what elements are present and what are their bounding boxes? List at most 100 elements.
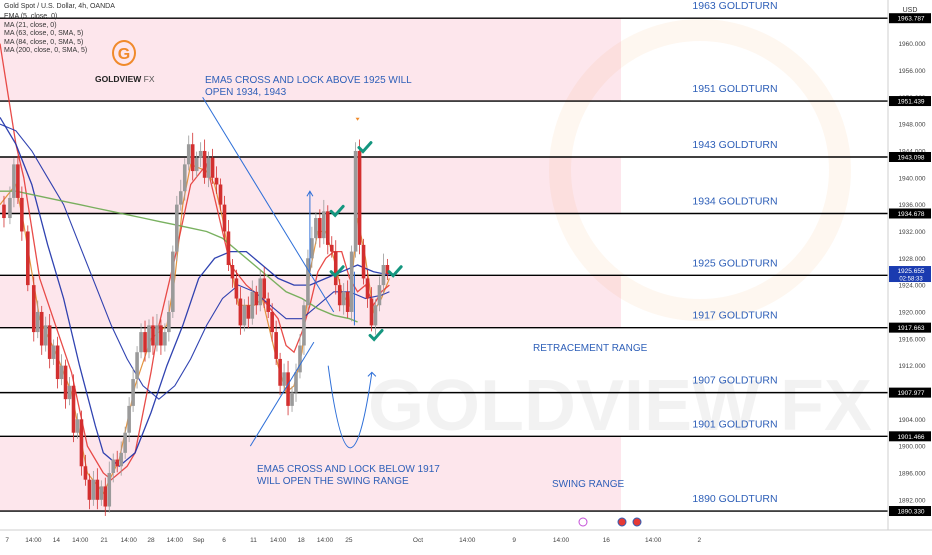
checkmark-icon-2 <box>329 265 345 278</box>
candle-body <box>262 278 267 299</box>
level-price-tag-text: 1890.330 <box>897 509 924 516</box>
candle-body <box>218 184 223 205</box>
price-tick-label: 1924.000 <box>898 283 925 290</box>
indicator-ma63-label[interactable]: MA (63, close, 0, SMA, 5) <box>4 30 84 37</box>
time-tick-label: 14:00 <box>270 537 287 544</box>
level-price-tag-text: 1951.439 <box>897 99 924 106</box>
candle-body <box>250 291 255 319</box>
candle-body <box>373 305 378 326</box>
candle-body <box>91 479 96 500</box>
time-tick-label: 14:00 <box>25 537 42 544</box>
candle-body <box>115 459 120 467</box>
candle-body <box>210 157 215 178</box>
candle-body <box>214 177 219 185</box>
price-tick-label: 1936.000 <box>898 202 925 209</box>
candle-body <box>39 311 44 346</box>
candle-body <box>341 291 346 306</box>
candle-body <box>226 231 231 265</box>
level-price-tag-text: 1963.787 <box>897 16 924 23</box>
time-axis-bg <box>0 530 932 550</box>
logo-brand: GOLDVIEW <box>95 74 142 84</box>
price-tick-label: 1900.000 <box>898 444 925 451</box>
price-tick-label: 1896.000 <box>898 470 925 477</box>
level-price-tag <box>889 208 931 219</box>
time-tick-label: 14 <box>53 537 61 544</box>
candle-body <box>43 325 48 346</box>
annotation-ema5-above-line-1: OPEN 1934, 1943 <box>205 87 287 98</box>
candle-body <box>111 459 116 473</box>
ma-line-2 <box>0 117 390 468</box>
candle-body <box>8 197 12 219</box>
indicator-ma200-label[interactable]: MA (200, close, 0, SMA, 5) <box>4 47 88 54</box>
candle-body <box>333 251 338 286</box>
price-tick-label: 1928.000 <box>898 256 925 263</box>
candle-body <box>230 265 235 279</box>
time-tick-label: 16 <box>603 537 611 544</box>
price-tick-label: 1948.000 <box>898 122 925 129</box>
goldturn-label-7: 1901 GOLDTURN <box>692 418 777 430</box>
indicator-ma21-label[interactable]: MA (21, close, 0) <box>4 21 57 29</box>
candle-body <box>79 419 84 467</box>
candle-body <box>16 164 20 198</box>
indicator-ema5-label[interactable]: EMA (5, close, 0) <box>4 13 58 20</box>
candle-body <box>286 372 290 406</box>
level-price-tag <box>889 96 931 107</box>
price-tick-label: 1940.000 <box>898 175 925 182</box>
logo-g-mark: G <box>112 40 136 66</box>
candle-body <box>278 358 282 386</box>
candle-body <box>234 278 239 299</box>
level-price-tag-text: 1907.977 <box>897 390 924 397</box>
time-tick-label: 25 <box>345 537 353 544</box>
candle-body <box>103 486 108 507</box>
event-flag-icon <box>632 517 642 527</box>
candle-body <box>385 265 390 275</box>
candle-body <box>131 379 135 406</box>
candle-body <box>298 345 302 373</box>
candle-body <box>246 305 251 319</box>
goldturn-label-3: 1934 GOLDTURN <box>692 195 777 207</box>
checkmark-icon-1 <box>329 204 345 218</box>
arrow-head <box>306 190 314 197</box>
candle-body <box>266 298 270 312</box>
candle-body <box>202 150 207 178</box>
time-tick-label: 9 <box>512 537 516 544</box>
current-price-value: 1925.655 <box>897 268 924 275</box>
goldturn-label-4: 1925 GOLDTURN <box>692 257 777 269</box>
level-price-tag <box>889 322 931 333</box>
level-price-tag-text: 1917.663 <box>897 325 924 332</box>
annotation-ema5-below-line-1: WILL OPEN THE SWING RANGE <box>257 476 409 487</box>
time-tick-label: 14:00 <box>317 537 334 544</box>
candle-body <box>119 452 123 467</box>
time-tick-label: Sep <box>193 537 205 544</box>
candle-body <box>238 298 243 326</box>
candle-body <box>242 305 247 326</box>
goldturn-label-1: 1951 GOLDTURN <box>692 83 777 95</box>
candle-body <box>206 157 211 178</box>
candle-body <box>139 332 143 353</box>
trendline-down <box>202 97 335 313</box>
candle-body <box>127 405 131 433</box>
candle-body <box>167 311 171 333</box>
annotation-swing-range: SWING RANGE <box>552 479 625 490</box>
candle-body <box>361 244 366 279</box>
indicator-ma84-label[interactable]: MA (84, close, 0, SMA, 5) <box>4 38 84 46</box>
level-price-tag <box>889 152 931 163</box>
candle-body <box>357 150 362 245</box>
candle-body <box>47 325 52 359</box>
time-tick-label: 14:00 <box>167 537 184 544</box>
candle-body <box>282 372 286 386</box>
candle-body <box>325 211 330 245</box>
time-tick-label: Oct <box>413 537 423 544</box>
candle-body <box>314 218 318 239</box>
candle-body <box>337 285 342 306</box>
candle-body <box>135 352 139 380</box>
candle-body <box>175 204 179 252</box>
time-tick-label: 14:00 <box>72 537 89 544</box>
time-tick-label: 21 <box>100 537 108 544</box>
candle-body <box>329 244 334 252</box>
logo-suffix: FX <box>143 74 155 84</box>
candle-body <box>198 150 203 158</box>
candle-body <box>349 251 354 312</box>
candle-body <box>345 291 350 312</box>
